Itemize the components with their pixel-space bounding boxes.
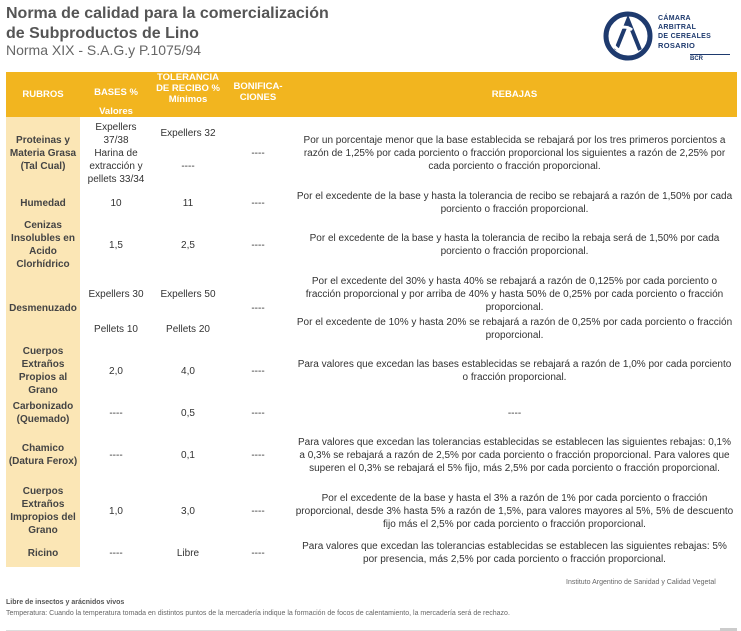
rubro-cell: Cenizas Insolubles en Acido Clorhídrico — [6, 217, 80, 273]
table-row: Cuerpos Extraños Propios al Grano 2,0 4,… — [6, 343, 737, 399]
tolerance-cell: 4,0 — [181, 365, 195, 377]
header-tolerancia-label: TOLERANCIA DE RECIBO % — [156, 72, 220, 94]
logo-line-2: ARBITRAL — [658, 24, 697, 31]
logo-line-1: CÁMARA — [658, 15, 691, 22]
rubro-cell: Humedad — [6, 189, 80, 217]
bonif-cell: ---- — [251, 147, 265, 159]
tolerance-value-1: Expellers 32 — [160, 128, 216, 139]
rebaja-cell: Por el excedente de 10% y hasta 20% se r… — [296, 317, 733, 341]
tolerance-cell: 3,0 — [181, 505, 195, 517]
base-cell: ---- — [109, 449, 123, 461]
tolerance-cell: 0,1 — [181, 449, 195, 461]
table-header-row: RUBROS BASES % Valores TOLERANCIA DE REC… — [6, 72, 737, 117]
rebaja-cell: Por el excedente de la base y hasta la t… — [296, 191, 733, 215]
header-tolerancia-sub: Mínimos — [168, 94, 208, 105]
logo-text: CÁMARA ARBITRAL DE CEREALES ROSARIO — [658, 14, 711, 50]
rebaja-cell: Por el excedente del 30% y hasta 40% se … — [305, 275, 724, 313]
notes-text: Temperatura: Cuando la temperatura tomad… — [6, 610, 510, 617]
header-tolerancia: TOLERANCIA DE RECIBO % Mínimos — [152, 72, 224, 117]
tolerance-value-2: ---- — [181, 161, 195, 172]
table-row: Humedad 10 11 ---- Por el excedente de l… — [6, 189, 737, 217]
bonif-cell: ---- — [251, 302, 265, 314]
logo-abbr: BCR — [690, 54, 730, 62]
rebaja-cell: Por el excedente de la base y hasta la t… — [309, 233, 720, 257]
rebaja-cell: Por el excedente de la base y hasta el 3… — [295, 492, 734, 530]
rebaja-cell: Para valores que excedan las tolerancias… — [302, 541, 727, 565]
bonif-cell: ---- — [251, 365, 265, 377]
rubro-cell: Chamico (Datura Ferox) — [6, 427, 80, 483]
tolerance-cell: 2,5 — [181, 239, 195, 251]
bonif-cell: ---- — [251, 407, 265, 419]
base-cell: 10 — [110, 197, 122, 209]
tolerance-cell: 0,5 — [181, 407, 195, 419]
camara-arbitral-logo: CÁMARA ARBITRAL DE CEREALES ROSARIO BCR — [600, 8, 735, 68]
logo-line-3: DE CEREALES — [658, 33, 712, 40]
table-row: Proteinas y Materia Grasa (Tal Cual) Exp… — [6, 117, 737, 189]
rebaja-cell: Para valores que excedan las bases estab… — [297, 359, 732, 383]
rubro-cell: Cuerpos Extraños Propios al Grano — [6, 343, 80, 399]
bonif-cell: ---- — [251, 505, 265, 517]
notes-title: Libre de insectos y arácnidos vivos — [6, 599, 125, 606]
rubro-cell: Ricino — [6, 539, 80, 567]
bonif-cell: ---- — [251, 197, 265, 209]
header-bases-sub: Valores — [99, 106, 133, 117]
rebaja-cell: Para valores que excedan las tolerancias… — [297, 436, 732, 474]
rebaja-cell: ---- — [507, 407, 522, 419]
tolerance-cell: Pellets 20 — [166, 323, 210, 335]
page-subtitle: Norma XIX - S.A.G.y P.1075/94 — [6, 42, 202, 58]
logo-line-4: ROSARIO — [658, 41, 696, 50]
base-cell: Expellers 37/38 Harina de extracción y p… — [80, 117, 152, 189]
source-note: Instituto Argentino de Sanidad y Calidad… — [566, 579, 716, 586]
header-rebajas: REBAJAS — [292, 72, 737, 117]
base-cell: 2,0 — [109, 365, 123, 377]
table-row: Cenizas Insolubles en Acido Clorhídrico … — [6, 217, 737, 273]
header-bases: BASES % Valores — [80, 72, 152, 117]
tolerance-cell: 11 — [182, 197, 194, 209]
header-rubros: RUBROS — [6, 72, 80, 117]
quality-standard-table: RUBROS BASES % Valores TOLERANCIA DE REC… — [6, 72, 737, 567]
base-cell: ---- — [109, 407, 123, 419]
header-bonificaciones-label: BONIFICA-CIONES — [233, 81, 283, 103]
page-title: Norma de calidad para la comercializació… — [6, 4, 329, 44]
rubro-cell: Desmenuzado — [6, 273, 80, 343]
logo-emblem-icon — [603, 11, 653, 61]
base-cell: ---- — [109, 547, 123, 559]
base-value-2: Harina de extracción y pellets 33/34 — [87, 147, 145, 185]
base-value-1: Expellers 37/38 — [95, 121, 137, 146]
table-row: Pellets 10 Pellets 20 Por el excedente d… — [6, 315, 737, 343]
base-cell: 1,0 — [109, 505, 123, 517]
title-line-1: Norma de calidad para la comercializació… — [6, 5, 329, 22]
title-line-2: de Subproductos de Lino — [6, 25, 199, 42]
tolerance-cell: Libre — [176, 547, 200, 559]
tolerance-cell: Expellers 50 — [160, 288, 216, 300]
table-row: Carbonizado (Quemado) ---- 0,5 ---- ---- — [6, 399, 737, 427]
scrollbar-stub — [720, 628, 737, 631]
rubro-cell: Proteinas y Materia Grasa (Tal Cual) — [6, 117, 80, 189]
header-bonificaciones: BONIFICA-CIONES — [224, 72, 292, 117]
table-row: Ricino ---- Libre ---- Para valores que … — [6, 539, 737, 567]
table-row: Cuerpos Extraños Impropios del Grano 1,0… — [6, 483, 737, 539]
bonif-cell: ---- — [251, 449, 265, 461]
rebaja-cell: Por un porcentaje menor que la base esta… — [303, 134, 726, 172]
base-cell: Pellets 10 — [94, 323, 138, 335]
base-cell: 1,5 — [109, 239, 123, 251]
bonif-cell: ---- — [251, 239, 265, 251]
tolerance-cell: Expellers 32 ---- — [152, 117, 224, 189]
header-bases-label: BASES % — [94, 87, 138, 98]
table-row: Chamico (Datura Ferox) ---- 0,1 ---- Par… — [6, 427, 737, 483]
bonif-cell: ---- — [251, 547, 265, 559]
rubro-cell: Carbonizado (Quemado) — [6, 399, 80, 427]
table-row: Desmenuzado Expellers 30 Expellers 50 --… — [6, 273, 737, 343]
rubro-cell: Cuerpos Extraños Impropios del Grano — [6, 483, 80, 539]
base-cell: Expellers 30 — [88, 288, 144, 300]
